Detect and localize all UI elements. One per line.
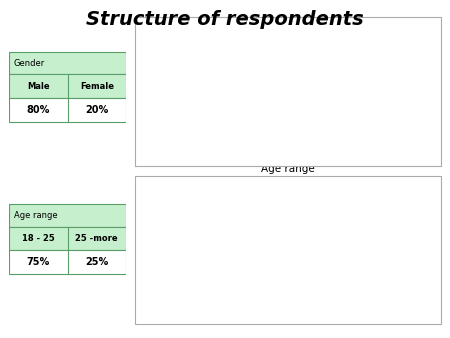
FancyBboxPatch shape bbox=[9, 250, 126, 274]
Title: Age range: Age range bbox=[261, 164, 315, 174]
Text: 18 - 25: 18 - 25 bbox=[22, 234, 54, 243]
Text: Gender: Gender bbox=[14, 59, 45, 68]
Legend: 18 - 25, 25  -more: 18 - 25, 25 -more bbox=[338, 243, 400, 272]
FancyBboxPatch shape bbox=[9, 98, 126, 122]
Text: 75%: 75% bbox=[27, 257, 50, 267]
Title: Gender: Gender bbox=[269, 18, 307, 28]
Text: 80%: 80% bbox=[27, 105, 50, 115]
Text: Female: Female bbox=[80, 82, 114, 91]
Text: Male: Male bbox=[27, 82, 50, 91]
Wedge shape bbox=[225, 187, 285, 247]
FancyBboxPatch shape bbox=[9, 52, 126, 74]
FancyBboxPatch shape bbox=[9, 74, 126, 98]
Wedge shape bbox=[166, 39, 282, 88]
Text: Age range: Age range bbox=[14, 211, 57, 220]
Wedge shape bbox=[166, 42, 410, 140]
Text: 25%: 25% bbox=[85, 257, 108, 267]
Text: Structure of respondents: Structure of respondents bbox=[86, 10, 364, 29]
FancyBboxPatch shape bbox=[9, 204, 126, 226]
FancyBboxPatch shape bbox=[9, 226, 126, 250]
Text: 20%: 20% bbox=[85, 105, 108, 115]
Text: 25 -more: 25 -more bbox=[76, 234, 118, 243]
Wedge shape bbox=[229, 191, 347, 310]
